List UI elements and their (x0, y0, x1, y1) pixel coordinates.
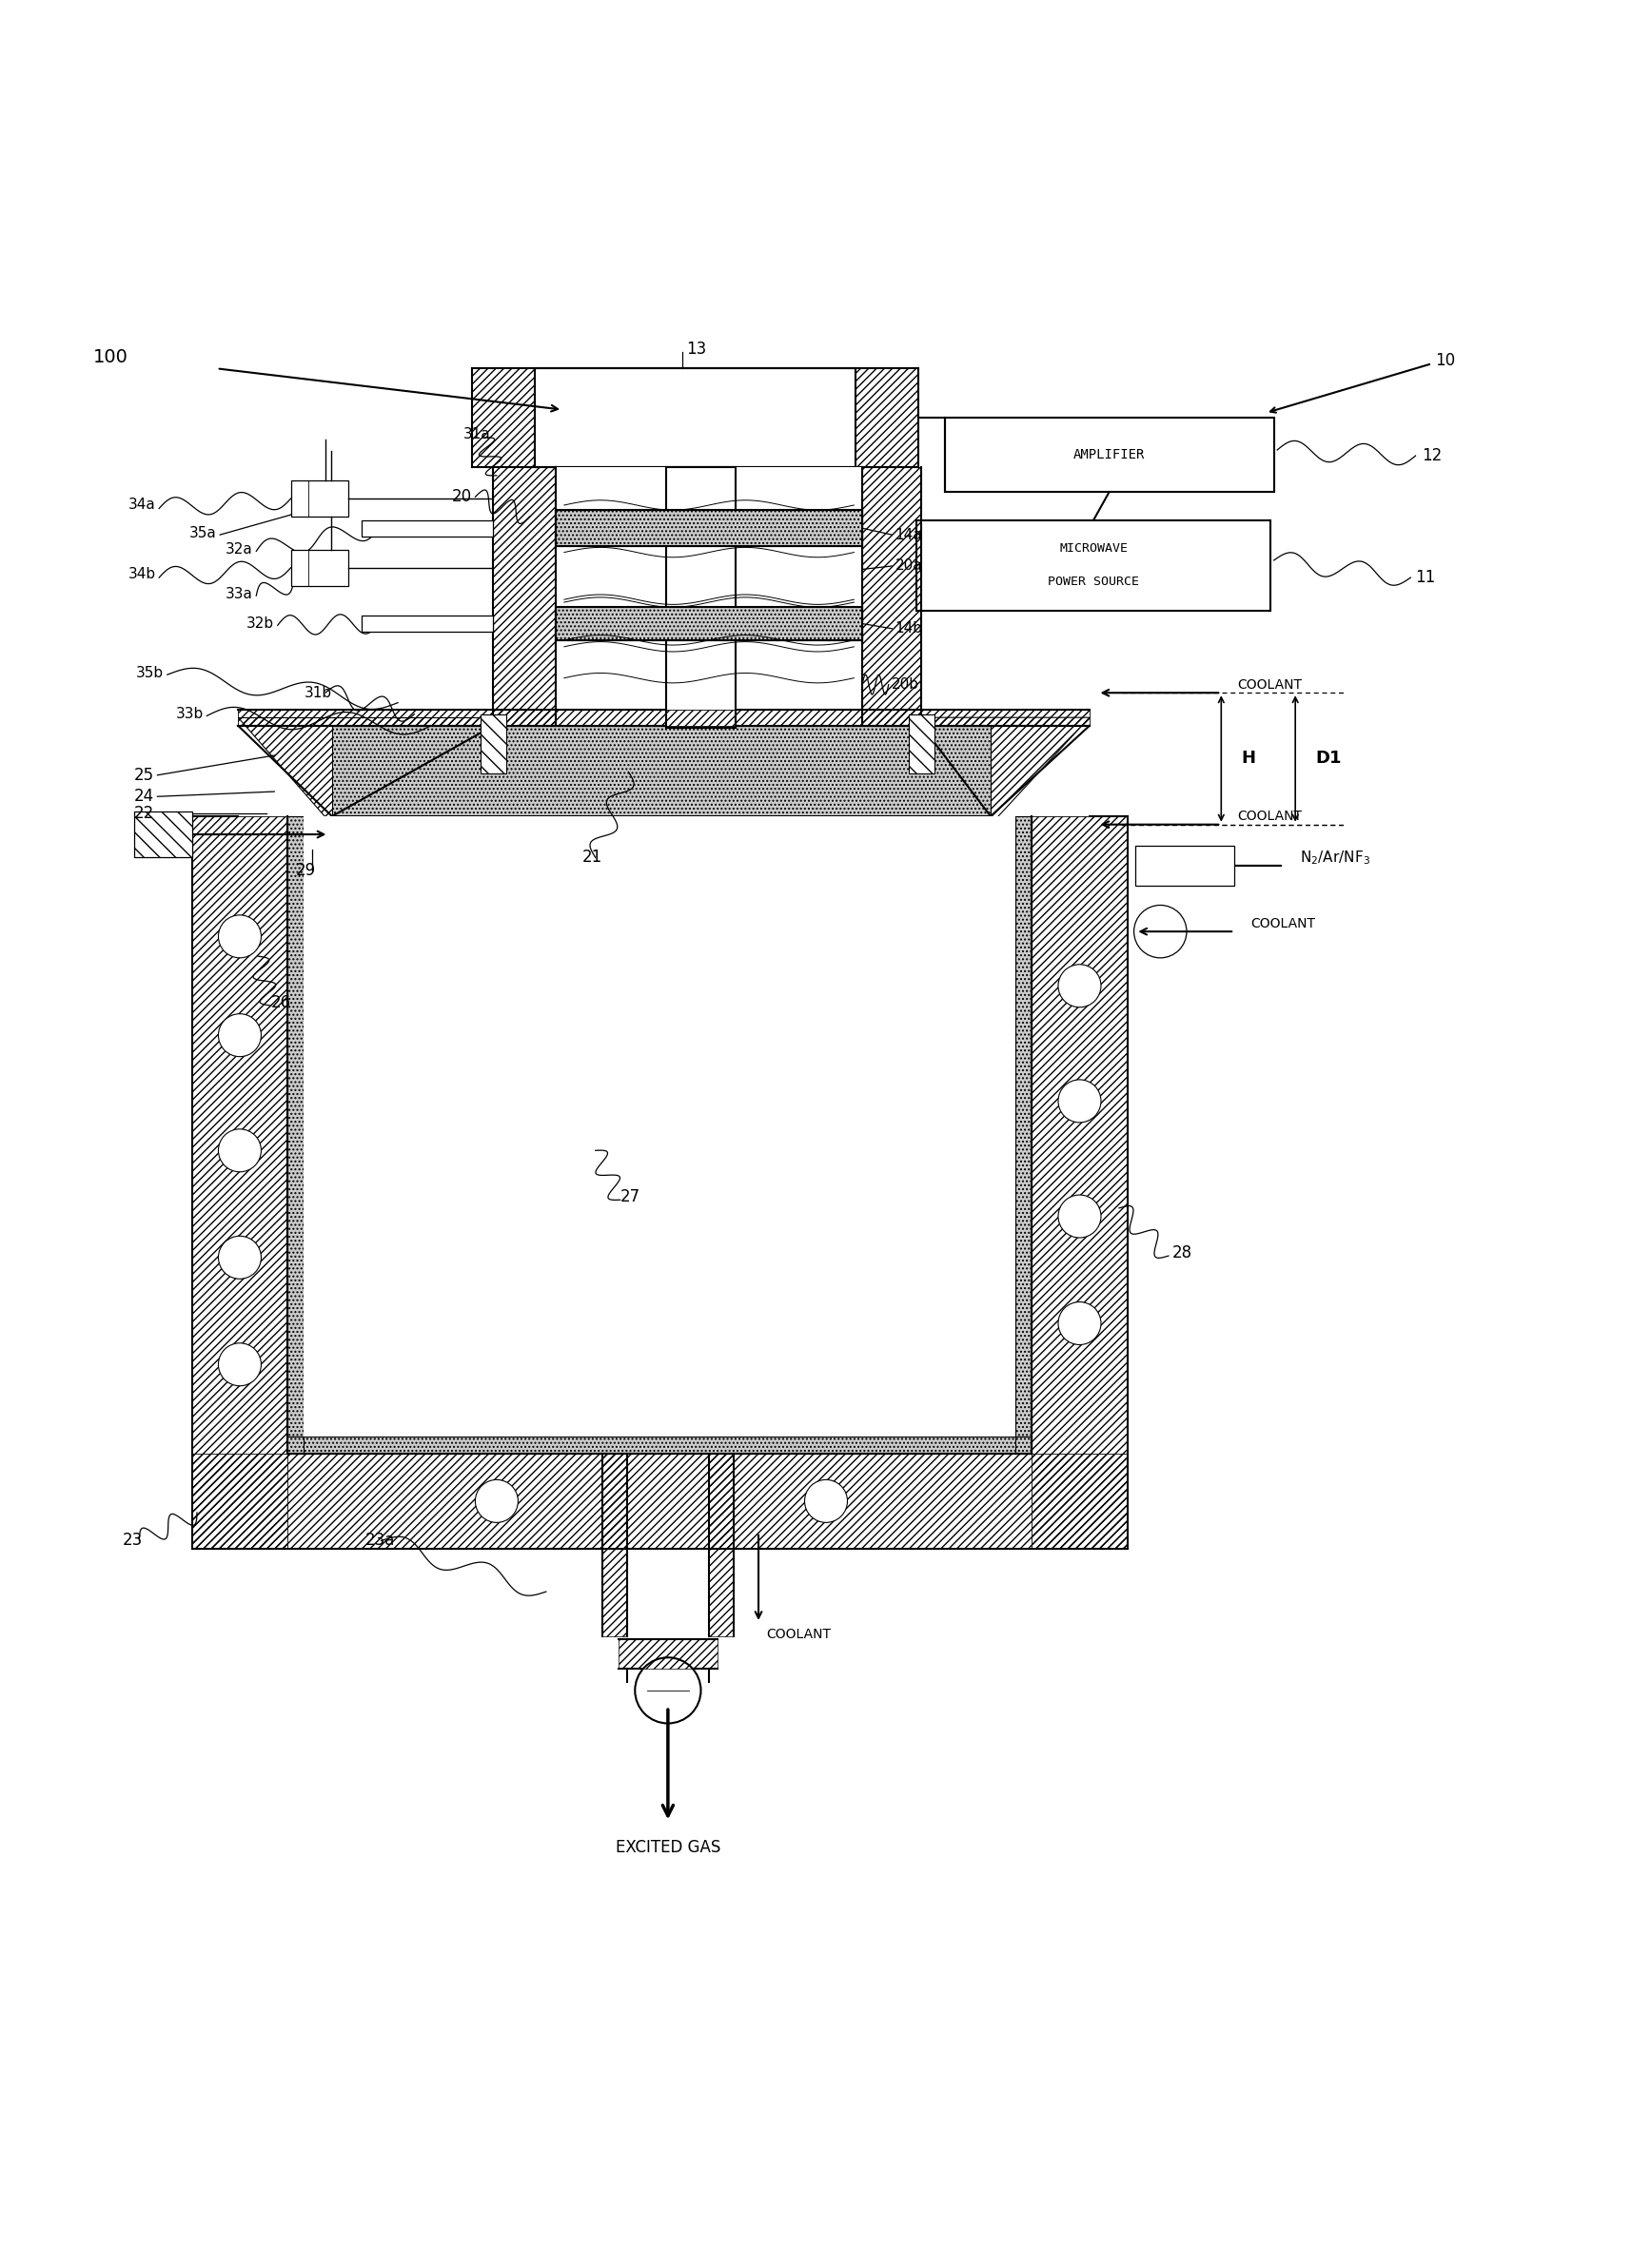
Bar (557, 608, 862, 640)
Bar (856, 367, 919, 467)
Bar (618, 1640, 717, 1669)
Bar (287, 816, 304, 1454)
Bar (557, 608, 862, 640)
Bar (1135, 846, 1234, 885)
Text: 20: 20 (453, 488, 472, 506)
Bar (666, 467, 735, 728)
Text: D1: D1 (1315, 751, 1341, 767)
Circle shape (805, 1479, 847, 1522)
Bar (1032, 816, 1127, 1549)
Text: COOLANT: COOLANT (1237, 678, 1302, 692)
Bar (917, 519, 1270, 610)
Bar (909, 714, 935, 773)
Text: 35a: 35a (190, 526, 216, 540)
Circle shape (1059, 1302, 1100, 1345)
Text: EXCITED GAS: EXCITED GAS (616, 1839, 720, 1855)
Text: COOLANT: COOLANT (1251, 916, 1315, 930)
Text: 11: 11 (1416, 569, 1436, 585)
Bar (481, 714, 507, 773)
Bar (862, 467, 922, 728)
Bar (557, 467, 862, 728)
Bar (557, 510, 862, 547)
Text: 31b: 31b (304, 685, 332, 701)
Text: 14b: 14b (895, 621, 923, 635)
Text: 32b: 32b (246, 617, 274, 631)
Text: 27: 27 (620, 1188, 641, 1204)
Bar (601, 1454, 626, 1635)
Circle shape (1059, 1080, 1100, 1123)
Text: 21: 21 (582, 848, 603, 866)
Bar (362, 519, 494, 538)
Circle shape (218, 1236, 261, 1279)
Text: 23: 23 (122, 1533, 144, 1549)
Circle shape (1059, 1195, 1100, 1238)
Text: 34a: 34a (129, 499, 155, 513)
Text: 31a: 31a (464, 426, 491, 442)
Text: 28: 28 (1171, 1243, 1191, 1261)
Bar (945, 417, 1274, 492)
Bar (291, 481, 349, 517)
Polygon shape (332, 726, 991, 816)
Text: 22: 22 (134, 805, 154, 821)
Text: 14a: 14a (895, 528, 922, 542)
Text: 20a: 20a (895, 558, 922, 574)
Circle shape (634, 1658, 700, 1724)
Text: 10: 10 (1436, 352, 1455, 370)
Bar (238, 710, 1089, 726)
Bar (134, 812, 192, 857)
Bar (472, 367, 535, 467)
Bar (192, 1454, 1127, 1549)
Bar (134, 812, 192, 857)
Text: POWER SOURCE: POWER SOURCE (1047, 576, 1140, 587)
Bar (287, 1438, 1032, 1454)
Circle shape (1133, 905, 1186, 957)
Text: 34b: 34b (129, 567, 155, 581)
Text: 24: 24 (134, 787, 154, 805)
Text: 33a: 33a (225, 587, 253, 601)
Text: N$_2$/Ar/NF$_3$: N$_2$/Ar/NF$_3$ (1300, 848, 1371, 866)
Text: 35b: 35b (137, 667, 164, 680)
Text: 23a: 23a (365, 1533, 395, 1549)
Bar (494, 467, 557, 728)
Text: COOLANT: COOLANT (767, 1628, 831, 1642)
Circle shape (218, 914, 261, 957)
Bar (557, 510, 862, 547)
Circle shape (218, 1014, 261, 1057)
Text: 12: 12 (1422, 447, 1442, 465)
Text: 33b: 33b (175, 708, 203, 721)
Bar (291, 549, 349, 585)
Bar (909, 714, 935, 773)
Circle shape (218, 1129, 261, 1173)
Text: 20b: 20b (892, 678, 920, 692)
Text: 26: 26 (271, 993, 291, 1012)
Text: COOLANT: COOLANT (1237, 810, 1302, 823)
Bar (709, 1454, 733, 1635)
Bar (192, 816, 287, 1549)
Circle shape (1059, 964, 1100, 1007)
Text: MICROWAVE: MICROWAVE (1059, 542, 1128, 556)
Text: AMPLIFIER: AMPLIFIER (1074, 449, 1145, 463)
Bar (481, 714, 507, 773)
Circle shape (476, 1479, 519, 1522)
Text: 32a: 32a (226, 542, 253, 556)
Text: 25: 25 (134, 767, 154, 785)
Text: 13: 13 (686, 340, 707, 358)
Circle shape (218, 1343, 261, 1386)
Bar (1016, 816, 1032, 1454)
Bar (362, 615, 494, 633)
Text: H: H (1241, 751, 1256, 767)
Bar (535, 367, 856, 467)
Text: 29: 29 (296, 862, 316, 880)
Text: 100: 100 (93, 347, 129, 365)
Bar (304, 816, 1016, 1438)
